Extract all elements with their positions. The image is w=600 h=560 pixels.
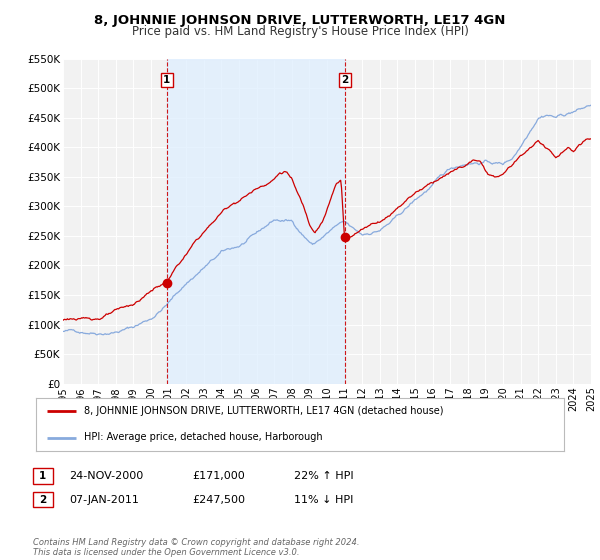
Text: 8, JOHNNIE JOHNSON DRIVE, LUTTERWORTH, LE17 4GN (detached house): 8, JOHNNIE JOHNSON DRIVE, LUTTERWORTH, L… bbox=[83, 406, 443, 416]
Text: 22% ↑ HPI: 22% ↑ HPI bbox=[294, 471, 353, 481]
Bar bbox=[167, 59, 344, 384]
Text: 24-NOV-2000: 24-NOV-2000 bbox=[69, 471, 143, 481]
Text: Price paid vs. HM Land Registry's House Price Index (HPI): Price paid vs. HM Land Registry's House … bbox=[131, 25, 469, 38]
Text: HPI: Average price, detached house, Harborough: HPI: Average price, detached house, Harb… bbox=[83, 432, 322, 442]
Text: 2: 2 bbox=[39, 494, 47, 505]
Text: Contains HM Land Registry data © Crown copyright and database right 2024.
This d: Contains HM Land Registry data © Crown c… bbox=[33, 538, 359, 557]
Text: 2: 2 bbox=[341, 75, 348, 85]
Text: 1: 1 bbox=[39, 471, 47, 481]
Text: 8, JOHNNIE JOHNSON DRIVE, LUTTERWORTH, LE17 4GN: 8, JOHNNIE JOHNSON DRIVE, LUTTERWORTH, L… bbox=[94, 14, 506, 27]
Text: 11% ↓ HPI: 11% ↓ HPI bbox=[294, 494, 353, 505]
Text: £247,500: £247,500 bbox=[192, 494, 245, 505]
Text: 07-JAN-2011: 07-JAN-2011 bbox=[69, 494, 139, 505]
Text: £171,000: £171,000 bbox=[192, 471, 245, 481]
Text: 1: 1 bbox=[163, 75, 170, 85]
